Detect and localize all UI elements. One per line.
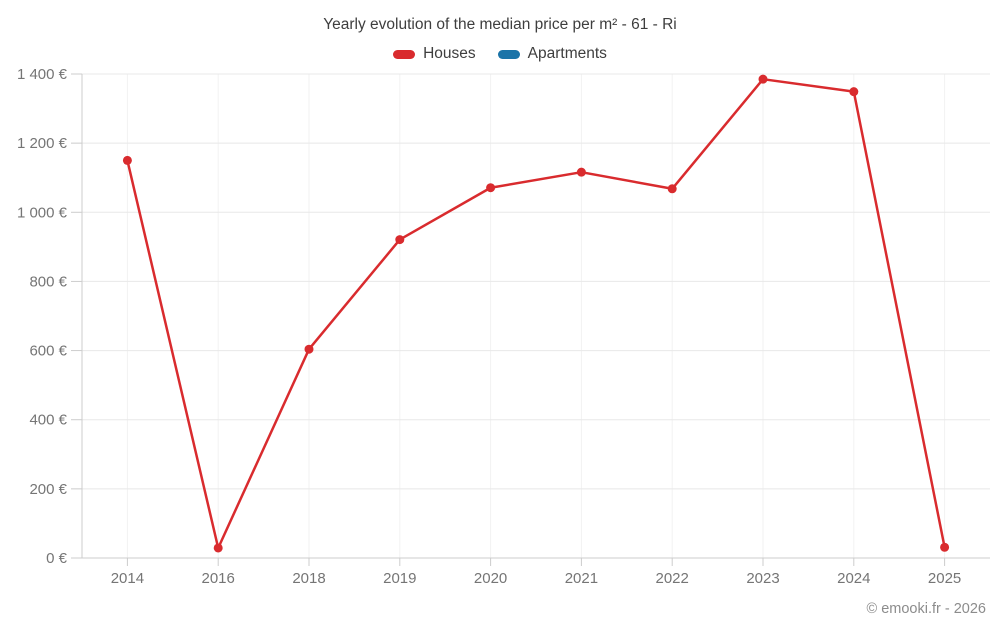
legend-label-apartments: Apartments [527, 45, 607, 62]
series-line-houses [126, 77, 946, 550]
data-point-houses-2014[interactable] [122, 155, 132, 165]
y-tick-label: 400 € [29, 412, 67, 429]
x-tick-label: 2025 [928, 570, 961, 587]
data-point-houses-2019[interactable] [395, 235, 405, 245]
data-point-houses-2022[interactable] [667, 184, 677, 194]
y-tick-label: 1 200 € [17, 135, 68, 152]
x-tick-label: 2021 [565, 570, 598, 587]
x-tick-label: 2024 [837, 570, 870, 587]
data-point-houses-2020[interactable] [486, 183, 496, 193]
y-tick-label: 0 € [46, 550, 68, 567]
x-tick-label: 2020 [474, 570, 507, 587]
x-tick-label: 2016 [202, 570, 235, 587]
legend-label-houses: Houses [423, 45, 476, 62]
legend-item-houses[interactable]: Houses [393, 45, 476, 63]
y-tick-label: 1 000 € [17, 204, 68, 221]
x-tick-label: 2019 [383, 570, 416, 587]
data-point-houses-2025[interactable] [940, 542, 950, 552]
x-tick-label: 2022 [656, 570, 689, 587]
y-tick-label: 1 400 € [17, 66, 68, 83]
legend-item-apartments[interactable]: Apartments [497, 45, 607, 63]
data-point-houses-2021[interactable] [576, 167, 586, 177]
x-tick-label: 2023 [746, 570, 779, 587]
y-tick-label: 600 € [29, 343, 67, 360]
data-point-houses-2016[interactable] [213, 543, 223, 553]
y-tick-label: 800 € [29, 273, 67, 290]
houses-series-swatch-icon [393, 49, 416, 59]
copyright-watermark: © emooki.fr - 2026 [866, 601, 986, 617]
y-tick-label: 200 € [29, 481, 67, 498]
x-tick-label: 2014 [111, 570, 144, 587]
data-point-houses-2023[interactable] [758, 74, 768, 84]
data-point-houses-2018[interactable] [304, 344, 314, 354]
legend: Houses Apartments [0, 45, 1000, 63]
data-point-houses-2024[interactable] [849, 87, 859, 97]
apartments-series-swatch-icon [497, 49, 520, 59]
chart-title: Yearly evolution of the median price per… [323, 16, 677, 33]
x-tick-label: 2018 [292, 570, 325, 587]
